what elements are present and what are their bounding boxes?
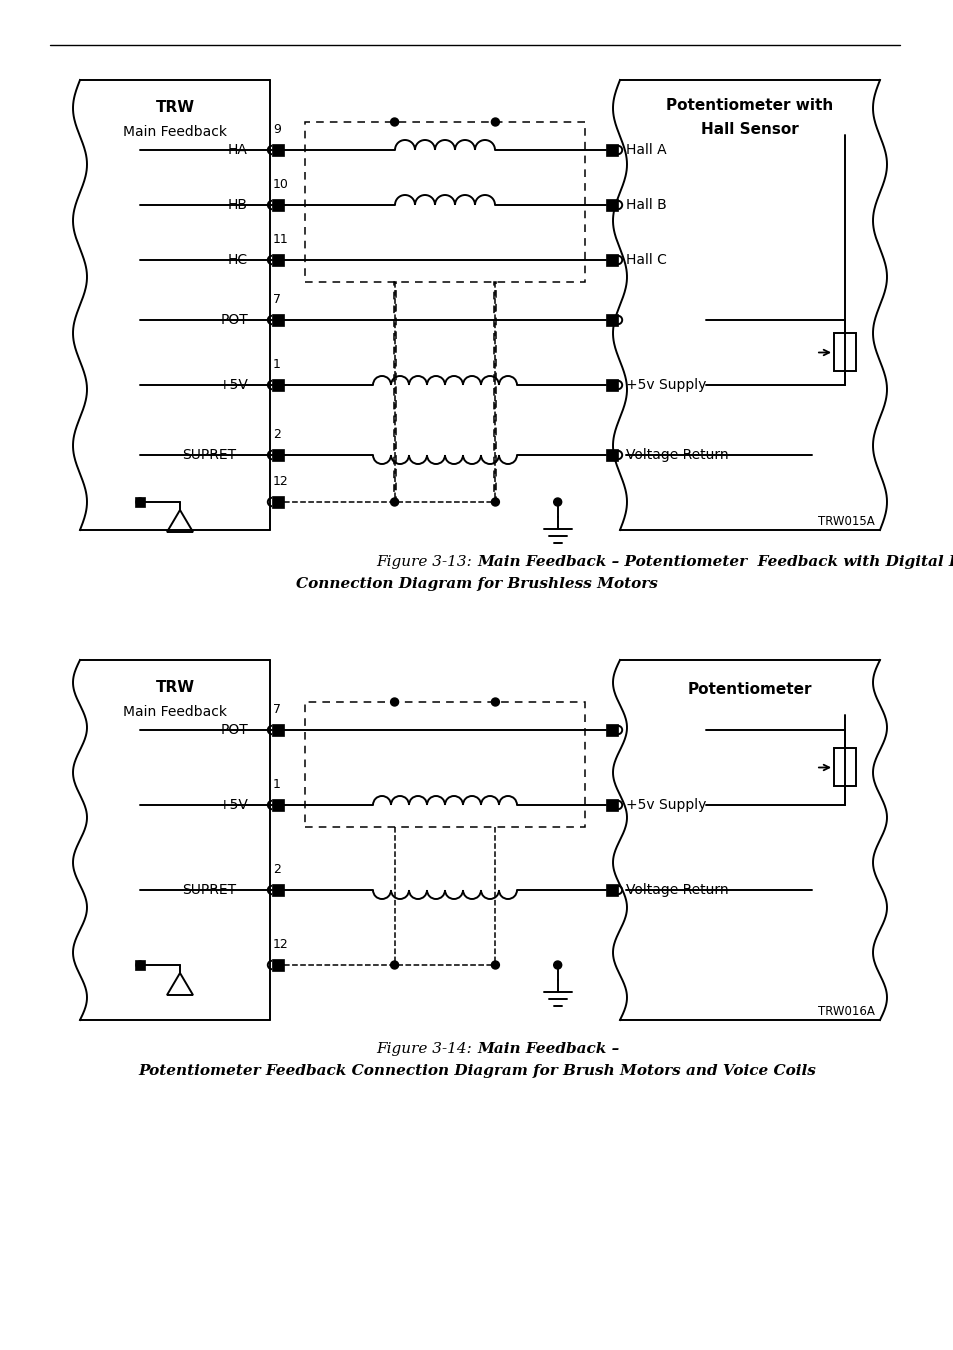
- Text: Main Feedback – Potentiometer  Feedback with Digital Hall Sensor: Main Feedback – Potentiometer Feedback w…: [476, 555, 953, 568]
- Bar: [605, 450, 618, 460]
- Text: Main Feedback: Main Feedback: [123, 126, 227, 139]
- Text: POT: POT: [220, 724, 248, 737]
- Bar: [135, 960, 145, 971]
- Text: 2: 2: [273, 428, 280, 441]
- Circle shape: [491, 117, 498, 126]
- Bar: [605, 198, 618, 211]
- Text: +5V: +5V: [218, 378, 248, 392]
- Text: TRW015A: TRW015A: [818, 514, 874, 528]
- Text: HA: HA: [228, 143, 248, 157]
- Text: Main Feedback: Main Feedback: [123, 705, 227, 720]
- Circle shape: [136, 498, 144, 506]
- Text: +5V: +5V: [218, 798, 248, 811]
- Text: 12: 12: [273, 938, 289, 950]
- Bar: [272, 799, 284, 811]
- Bar: [272, 198, 284, 211]
- Bar: [394, 282, 395, 502]
- Text: 11: 11: [273, 234, 289, 246]
- Circle shape: [390, 117, 398, 126]
- Text: TRW: TRW: [155, 100, 194, 116]
- Text: 10: 10: [273, 178, 289, 190]
- Bar: [605, 254, 618, 266]
- Bar: [272, 379, 284, 391]
- Bar: [135, 497, 145, 508]
- Text: +5v Supply: +5v Supply: [625, 378, 705, 392]
- Text: Voltage Return: Voltage Return: [625, 883, 728, 896]
- Text: Potentiometer: Potentiometer: [687, 683, 811, 698]
- Text: Main Feedback –: Main Feedback –: [476, 1042, 618, 1056]
- Text: Hall B: Hall B: [625, 198, 666, 212]
- Bar: [305, 122, 584, 282]
- Bar: [305, 702, 584, 828]
- Text: 12: 12: [273, 475, 289, 487]
- Text: SUPRET: SUPRET: [182, 883, 235, 896]
- Text: 2: 2: [273, 863, 280, 876]
- Circle shape: [136, 961, 144, 969]
- Text: Potentiometer Feedback Connection Diagram for Brush Motors and Voice Coils: Potentiometer Feedback Connection Diagra…: [138, 1064, 815, 1079]
- Text: Voltage Return: Voltage Return: [625, 448, 728, 462]
- Bar: [605, 724, 618, 736]
- Bar: [272, 884, 284, 896]
- Text: 7: 7: [273, 703, 281, 716]
- Bar: [605, 799, 618, 811]
- Text: Hall A: Hall A: [625, 143, 666, 157]
- Text: TRW: TRW: [155, 680, 194, 695]
- Text: 9: 9: [273, 123, 280, 136]
- Bar: [605, 379, 618, 391]
- Text: Figure 3-13:: Figure 3-13:: [376, 555, 476, 568]
- Circle shape: [390, 498, 398, 506]
- Bar: [833, 748, 855, 787]
- Bar: [605, 144, 618, 157]
- Text: Connection Diagram for Brushless Motors: Connection Diagram for Brushless Motors: [295, 576, 658, 591]
- Bar: [605, 884, 618, 896]
- Text: HB: HB: [228, 198, 248, 212]
- Text: +5v Supply: +5v Supply: [625, 798, 705, 811]
- Text: Hall Sensor: Hall Sensor: [700, 123, 798, 138]
- Circle shape: [390, 698, 398, 706]
- Bar: [272, 254, 284, 266]
- Text: Potentiometer with: Potentiometer with: [666, 97, 833, 112]
- Circle shape: [491, 498, 498, 506]
- Bar: [494, 282, 496, 502]
- Circle shape: [390, 961, 398, 969]
- Bar: [272, 315, 284, 325]
- Bar: [272, 450, 284, 460]
- Bar: [605, 315, 618, 325]
- Bar: [272, 958, 284, 971]
- Text: TRW016A: TRW016A: [818, 1004, 874, 1018]
- Text: POT: POT: [220, 313, 248, 327]
- Text: 7: 7: [273, 293, 281, 306]
- Text: 1: 1: [273, 778, 280, 791]
- Text: Hall C: Hall C: [625, 252, 666, 267]
- Text: Figure 3-14:: Figure 3-14:: [376, 1042, 476, 1056]
- Text: SUPRET: SUPRET: [182, 448, 235, 462]
- Text: 1: 1: [273, 358, 280, 371]
- Circle shape: [553, 961, 561, 969]
- Text: HC: HC: [228, 252, 248, 267]
- Circle shape: [491, 961, 498, 969]
- Bar: [272, 724, 284, 736]
- Bar: [272, 144, 284, 157]
- Bar: [833, 333, 855, 371]
- Circle shape: [553, 498, 561, 506]
- Circle shape: [491, 698, 498, 706]
- Bar: [272, 495, 284, 508]
